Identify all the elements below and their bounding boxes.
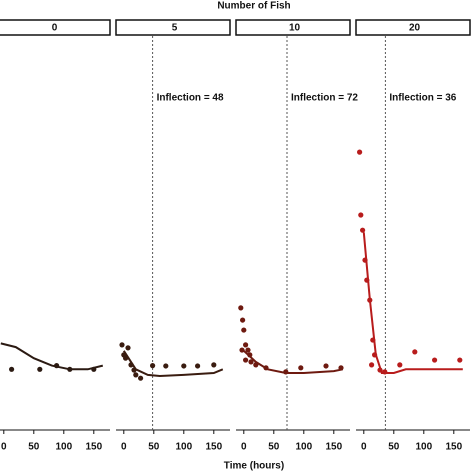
point: [358, 212, 364, 218]
point: [377, 367, 383, 373]
x-tick-label: 150: [205, 442, 222, 453]
point: [240, 317, 246, 323]
point: [298, 365, 304, 371]
strip-label: 5: [172, 23, 178, 34]
point: [9, 366, 15, 372]
point: [245, 347, 251, 353]
point: [243, 357, 249, 363]
point: [370, 337, 376, 343]
point: [125, 345, 131, 351]
point: [133, 372, 139, 378]
strip: [355, 19, 471, 36]
point: [382, 369, 388, 375]
strip: [0, 19, 111, 36]
point: [323, 363, 329, 369]
point: [128, 362, 134, 368]
x-tick-label: 150: [85, 442, 102, 453]
x-tick-label: 100: [175, 442, 192, 453]
annotation: Inflection = 48: [157, 93, 224, 104]
point: [412, 349, 418, 355]
strip-label: 20: [409, 23, 421, 34]
point: [247, 352, 253, 358]
point: [37, 366, 43, 372]
point: [357, 149, 363, 155]
strip-label: 0: [52, 23, 58, 34]
x-tick-label: 50: [268, 442, 280, 453]
point: [364, 277, 370, 283]
trend-line: [362, 232, 463, 374]
point: [397, 362, 403, 368]
point: [372, 352, 378, 358]
strip: [235, 19, 351, 36]
annotation: Inflection = 72: [291, 93, 358, 104]
x-tick-label: 0: [241, 442, 247, 453]
point: [253, 362, 259, 368]
point: [123, 355, 129, 361]
chart-title: Number of Fish: [217, 1, 290, 12]
point: [432, 357, 438, 363]
point: [91, 366, 97, 372]
strip-label: 10: [289, 23, 301, 34]
x-tick-label: 150: [445, 442, 462, 453]
point: [283, 369, 289, 375]
point: [238, 305, 244, 311]
trend-line: [122, 350, 224, 377]
x-tick-label: 50: [388, 442, 400, 453]
point: [263, 365, 269, 371]
x-tick-label: 0: [361, 442, 367, 453]
point: [131, 367, 137, 373]
point: [338, 365, 344, 371]
point: [138, 375, 144, 381]
point: [360, 227, 366, 233]
trend-line: [243, 350, 344, 374]
point: [457, 357, 463, 363]
point: [248, 359, 254, 365]
point: [150, 363, 156, 369]
x-tick-label: 100: [55, 442, 72, 453]
annotation: Inflection = 36: [389, 93, 456, 104]
x-axis-label: Time (hours): [224, 461, 284, 472]
point: [119, 342, 125, 348]
x-tick-label: 150: [325, 442, 342, 453]
point: [243, 342, 249, 348]
point: [369, 362, 375, 368]
point: [239, 347, 245, 353]
x-tick-label: 50: [148, 442, 160, 453]
point: [163, 363, 169, 369]
point: [195, 363, 201, 369]
point: [367, 297, 373, 303]
point: [54, 363, 60, 369]
strip: [115, 19, 231, 36]
point: [362, 257, 368, 263]
point: [181, 363, 187, 369]
trend-line: [0, 342, 104, 371]
point: [67, 366, 73, 372]
point: [241, 327, 247, 333]
x-tick-label: 0: [121, 442, 127, 453]
point: [211, 362, 217, 368]
x-tick-label: 100: [295, 442, 312, 453]
x-tick-label: 100: [415, 442, 432, 453]
x-tick-label: 0: [1, 442, 7, 453]
x-tick-label: 50: [28, 442, 40, 453]
